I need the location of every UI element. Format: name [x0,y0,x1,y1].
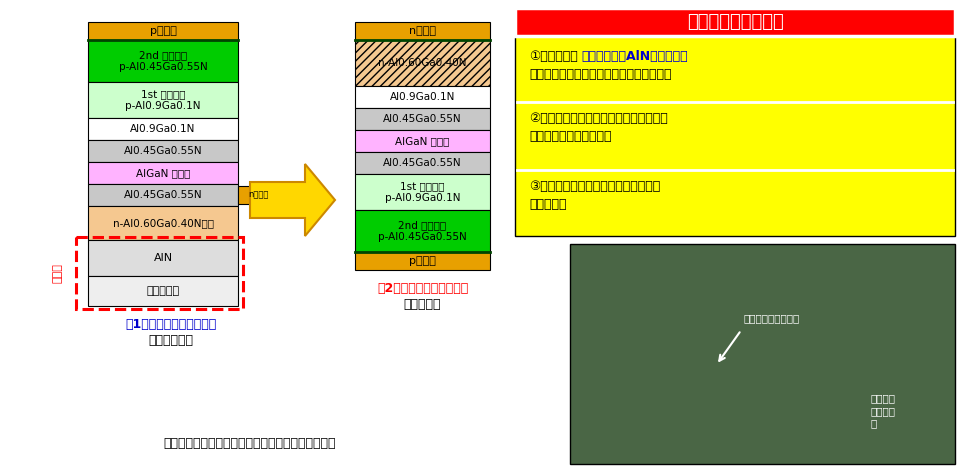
Text: ③　良好な光共振器を形成技術の開発: ③ 良好な光共振器を形成技術の開発 [529,180,660,193]
Text: （本成果）: （本成果） [404,298,442,311]
Text: AlN: AlN [153,253,173,263]
Text: n-Al0.60Ga0.40N厘膜: n-Al0.60Ga0.40N厘膜 [113,218,213,228]
Bar [88,184,238,206]
Text: 1st 組成傾斜
p-Al0.9Ga0.1N: 1st 組成傾斜 p-Al0.9Ga0.1N [385,181,460,203]
Bar [88,40,238,82]
Text: AlGaN 活性層: AlGaN 活性層 [395,136,449,146]
Text: 蛍光体を
塗布した
紙: 蛍光体を 塗布した 紙 [870,394,896,428]
Text: 縦型半導体レーザー: 縦型半導体レーザー [743,313,799,323]
Text: 半導体レーザーの断面から観察した模式的な構造図: 半導体レーザーの断面から観察した模式的な構造図 [164,437,336,450]
Text: （名城大）: （名城大） [529,198,567,211]
Bar [515,8,955,36]
Bar [515,36,955,236]
Bar [88,22,238,40]
Bar [570,244,955,464]
Bar [88,206,238,240]
Text: AlGaN 活性層: AlGaN 活性層 [136,168,190,178]
Bar [355,22,490,40]
Bar [238,186,278,204]
Text: 技術を開発（名城大・三重大・西進商事）: 技術を開発（名城大・三重大・西進商事） [529,68,672,81]
Bar [355,130,490,152]
Text: （名城大・ウシオ電機）: （名城大・ウシオ電機） [529,130,611,143]
Polygon shape [250,164,335,236]
Text: サファイア: サファイア [147,286,179,296]
Text: Al0.45Ga0.55N: Al0.45Ga0.55N [123,190,202,200]
Bar [355,252,490,270]
Text: 1st 組成傾斜
p-Al0.9Ga0.1N: 1st 組成傾斜 p-Al0.9Ga0.1N [125,89,201,111]
Bar [355,210,490,252]
Bar [355,86,490,108]
Text: Al0.9Ga0.1N: Al0.9Ga0.1N [389,92,455,102]
Text: 2nd 組成傾斜
p-Al0.45Ga0.55N: 2nd 組成傾斜 p-Al0.45Ga0.55N [378,220,467,242]
Bar [88,140,238,162]
Text: p型電極: p型電極 [149,26,176,36]
Text: n型電極: n型電極 [409,26,436,36]
Text: Al0.45Ga0.55N: Al0.45Ga0.55N [383,158,462,168]
Bar [88,276,238,306]
Bar [355,174,490,210]
Text: 絶縁性: 絶縁性 [53,263,63,283]
Bar [88,82,238,118]
Bar [355,108,490,130]
Bar [88,118,238,140]
Text: n-Al0.60Ga0.40N: n-Al0.60Ga0.40N [378,58,467,68]
Bar [355,40,490,86]
Text: ①　絶縁性の: ① 絶縁性の [529,50,577,63]
Text: Al0.9Ga0.1N: Al0.9Ga0.1N [130,124,196,134]
Text: サファイア・AlNを剥離する: サファイア・AlNを剥離する [581,50,687,63]
Text: Al0.45Ga0.55N: Al0.45Ga0.55N [123,146,202,156]
Text: 2nd 組成傾斜
p-Al0.45Ga0.55N: 2nd 組成傾斜 p-Al0.45Ga0.55N [119,50,207,72]
Text: ②　縦型デバイスのプロセス技術の開発: ② 縦型デバイスのプロセス技術の開発 [529,112,668,125]
Text: 図1　横型半導体レーザー: 図1 横型半導体レーザー [125,318,217,331]
Text: ブレイクスルー技術: ブレイクスルー技術 [686,13,784,31]
Bar [355,152,490,174]
Bar [88,162,238,184]
Text: Al0.45Ga0.55N: Al0.45Ga0.55N [383,114,462,124]
Text: p型電極: p型電極 [409,256,436,266]
Bar [76,237,243,309]
Text: n型電極: n型電極 [248,191,268,199]
Text: 図2　縦型半導体レーザー: 図2 縦型半導体レーザー [377,282,469,295]
Bar [88,240,238,276]
Text: （従来構造）: （従来構造） [148,334,194,347]
